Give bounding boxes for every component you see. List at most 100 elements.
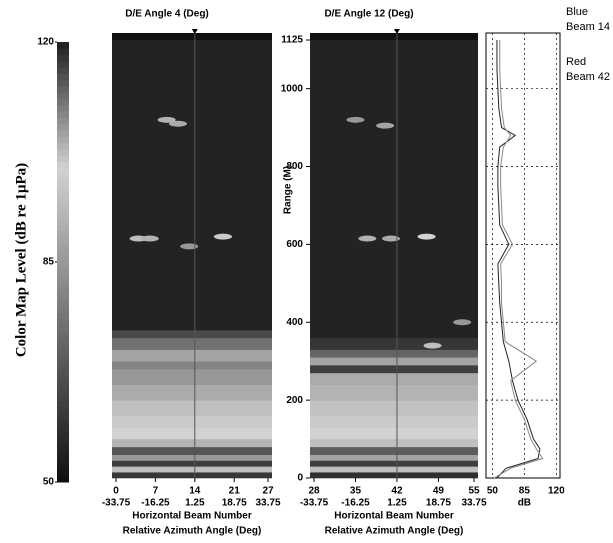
panel-title: D/E Angle 4 (Deg) <box>125 9 209 20</box>
colorbar-cell <box>57 425 69 433</box>
heatmap-band <box>112 40 272 331</box>
x2-tick-label: 33.75 <box>255 498 280 509</box>
colorbar-cell <box>57 400 69 408</box>
x2-tick-label: -33.75 <box>300 498 329 509</box>
colorbar-cell <box>57 419 69 426</box>
heatmap-band <box>112 446 272 455</box>
x-tick-label: 27 <box>262 486 274 497</box>
colorbar-cell <box>57 167 69 175</box>
colorbar-cell <box>57 224 69 232</box>
colorbar-cell <box>57 98 69 106</box>
heatmap-band <box>310 357 478 366</box>
heatmap-band <box>112 460 272 467</box>
hotspot <box>376 122 395 129</box>
heatmap-band <box>310 40 478 339</box>
y-tick-label: 600 <box>286 239 303 250</box>
colorbar-cell <box>57 79 69 87</box>
x-tick-label: 28 <box>308 486 320 497</box>
x2-tick-label: 18.75 <box>426 498 451 509</box>
y-tick-label: 0 <box>297 473 303 484</box>
colorbar-cell <box>57 475 69 483</box>
colorbar-cell <box>57 406 69 414</box>
x-tick-label: 0 <box>113 486 119 497</box>
heatmap-band <box>112 368 272 385</box>
colorbar-cell <box>57 318 69 326</box>
colorbar-cell <box>57 438 69 445</box>
heatmap-band <box>310 427 478 440</box>
colorbar-cell <box>57 268 69 276</box>
heatmap-band <box>112 454 272 461</box>
colorbar-cell <box>57 148 69 156</box>
heatmap-band <box>310 472 478 479</box>
colorbar-cell <box>57 293 69 301</box>
y-tick-label: 800 <box>286 161 303 172</box>
heatmap-band <box>112 400 272 417</box>
colorbar-tick-label: 50 <box>43 477 55 488</box>
colorbar-cell <box>57 54 69 62</box>
panel-title: D/E Angle 12 (Deg) <box>324 9 413 20</box>
colorbar-cell <box>57 249 69 257</box>
heatmap-band <box>112 361 272 370</box>
colorbar-cell <box>57 186 69 194</box>
colorbar-cell <box>57 42 69 49</box>
y-label: Range (M) <box>283 166 294 214</box>
x-tick-label: 35 <box>350 486 362 497</box>
x2-tick-label: -16.25 <box>141 498 170 509</box>
hotspot <box>417 233 436 240</box>
x2-tick-label: -16.25 <box>341 498 370 509</box>
x-tick-label: 55 <box>468 486 480 497</box>
colorbar-cell <box>57 123 69 131</box>
heatmap-band <box>310 365 478 374</box>
x-tick-label: 42 <box>391 486 403 497</box>
colorbar-cell <box>57 469 69 477</box>
colorbar-cell <box>57 161 69 169</box>
colorbar-cell <box>57 211 69 219</box>
colorbar-cell <box>57 104 69 112</box>
heatmap-band <box>310 460 478 467</box>
hotspot <box>358 235 377 242</box>
colorbar-cell <box>57 450 69 458</box>
x-label: Horizontal Beam Number <box>334 511 454 522</box>
colorbar-cell <box>57 324 69 332</box>
legend-entry: Red Beam 42 <box>566 56 611 83</box>
x-label: dB <box>518 498 531 509</box>
colorbar-cell <box>57 60 69 68</box>
colorbar-cell <box>57 362 69 370</box>
colorbar-cell <box>57 92 69 100</box>
colorbar-cell <box>57 255 69 263</box>
x-tick-label: 85 <box>519 486 531 497</box>
heatmap-band <box>112 349 272 362</box>
colorbar-tick-label: 85 <box>43 257 55 268</box>
colorbar-cell <box>57 180 69 188</box>
x-tick-label: 50 <box>487 486 499 497</box>
colorbar-cell <box>57 356 69 364</box>
colorbar-cell <box>57 444 69 452</box>
legend-entry: Blue Beam 14 <box>566 6 611 33</box>
colorbar-cell <box>57 136 69 144</box>
colorbar-cell <box>57 306 69 313</box>
heatmap-band <box>112 466 272 473</box>
x-label: Horizontal Beam Number <box>132 511 252 522</box>
colorbar-cell <box>57 48 69 56</box>
y-tick-label: 1125 <box>281 35 303 46</box>
heatmap-band <box>310 446 478 455</box>
colorbar-cell <box>57 312 69 320</box>
colorbar-label: Color Map Level (dB re 1µPa) <box>13 163 29 357</box>
colorbar-cell <box>57 192 69 200</box>
heatmap-band <box>112 472 272 479</box>
colorbar-cell <box>57 236 69 244</box>
colorbar-cell <box>57 299 69 307</box>
cursor-marker <box>393 29 400 34</box>
heatmap-band <box>112 337 272 350</box>
colorbar-cell <box>57 350 69 357</box>
x2-label: Relative Azimuth Angle (Deg) <box>325 526 464 537</box>
colorbar-cell <box>57 343 69 351</box>
heatmap-band <box>310 400 478 417</box>
colorbar-cell <box>57 130 69 137</box>
colorbar-cell <box>57 456 69 464</box>
heatmap-band <box>310 372 478 385</box>
colorbar-cell <box>57 280 69 288</box>
colorbar-cell <box>57 174 69 181</box>
colorbar-cell <box>57 394 69 401</box>
x-tick-label: 21 <box>229 486 241 497</box>
